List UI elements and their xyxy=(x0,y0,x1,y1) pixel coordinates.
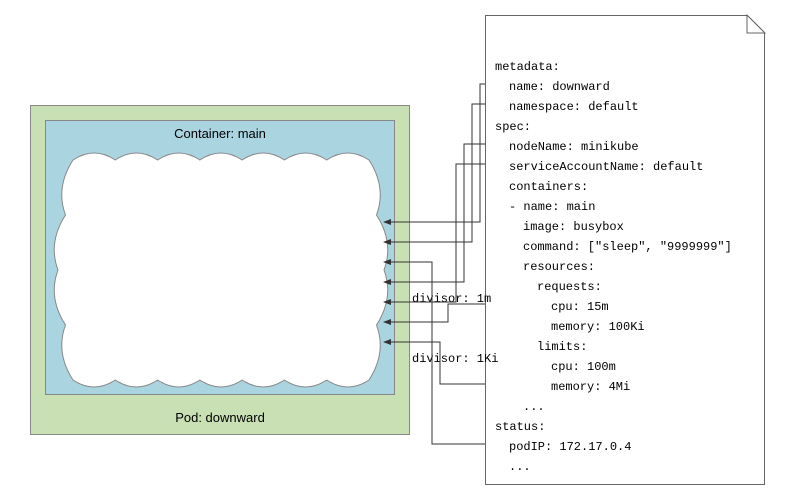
manifest-line: memory: 100Ki xyxy=(551,320,645,334)
manifest-line: resources: xyxy=(523,260,595,274)
manifest-line: metadata: xyxy=(495,60,560,74)
manifest-line: name: downward xyxy=(509,80,610,94)
env-var: POD_NAME=downward xyxy=(80,215,202,229)
container-label: Container: main xyxy=(45,126,395,141)
manifest-line: containers: xyxy=(509,180,588,194)
manifest-line: command: ["sleep", "9999999"] xyxy=(523,240,732,254)
manifest-line: cpu: 100m xyxy=(551,360,616,374)
env-var: CONTAINER_MEMORY_LIMIT_KIBIBYTES=4096 xyxy=(80,335,346,349)
env-var: CONTAINER_CPU_REQUEST_MILLICORES=15 xyxy=(80,315,332,329)
manifest-line: requests: xyxy=(537,280,602,294)
manifest-line: serviceAccountName: default xyxy=(509,160,703,174)
pod-label: Pod: downward xyxy=(30,410,410,425)
manifest-line: status: xyxy=(495,420,545,434)
divisor-label: divisor: 1m xyxy=(412,292,491,306)
manifest-line: nodeName: minikube xyxy=(509,140,639,154)
manifest-line: image: busybox xyxy=(523,220,624,234)
manifest-line: namespace: default xyxy=(509,100,639,114)
manifest-line: - name: main xyxy=(509,200,595,214)
env-var: NODE_NAME=minikube xyxy=(80,275,210,289)
manifest-line: ... xyxy=(509,460,531,474)
env-var: POD_NAMESPACE=default xyxy=(80,235,231,249)
manifest-line: memory: 4Mi xyxy=(551,380,630,394)
env-var: SERVICE_ACCOUNT=default xyxy=(80,295,246,309)
manifest-line: ... xyxy=(523,400,545,414)
env-var: POD_IP=172.17.0.4 xyxy=(80,255,202,269)
manifest-line: limits: xyxy=(537,340,587,354)
manifest-line: podIP: 172.17.0.4 xyxy=(509,440,631,454)
envvars-title: Environment variables xyxy=(58,180,384,195)
divisor-label: divisor: 1Ki xyxy=(412,352,498,366)
manifest-line: spec: xyxy=(495,120,531,134)
manifest-line: cpu: 15m xyxy=(551,300,609,314)
